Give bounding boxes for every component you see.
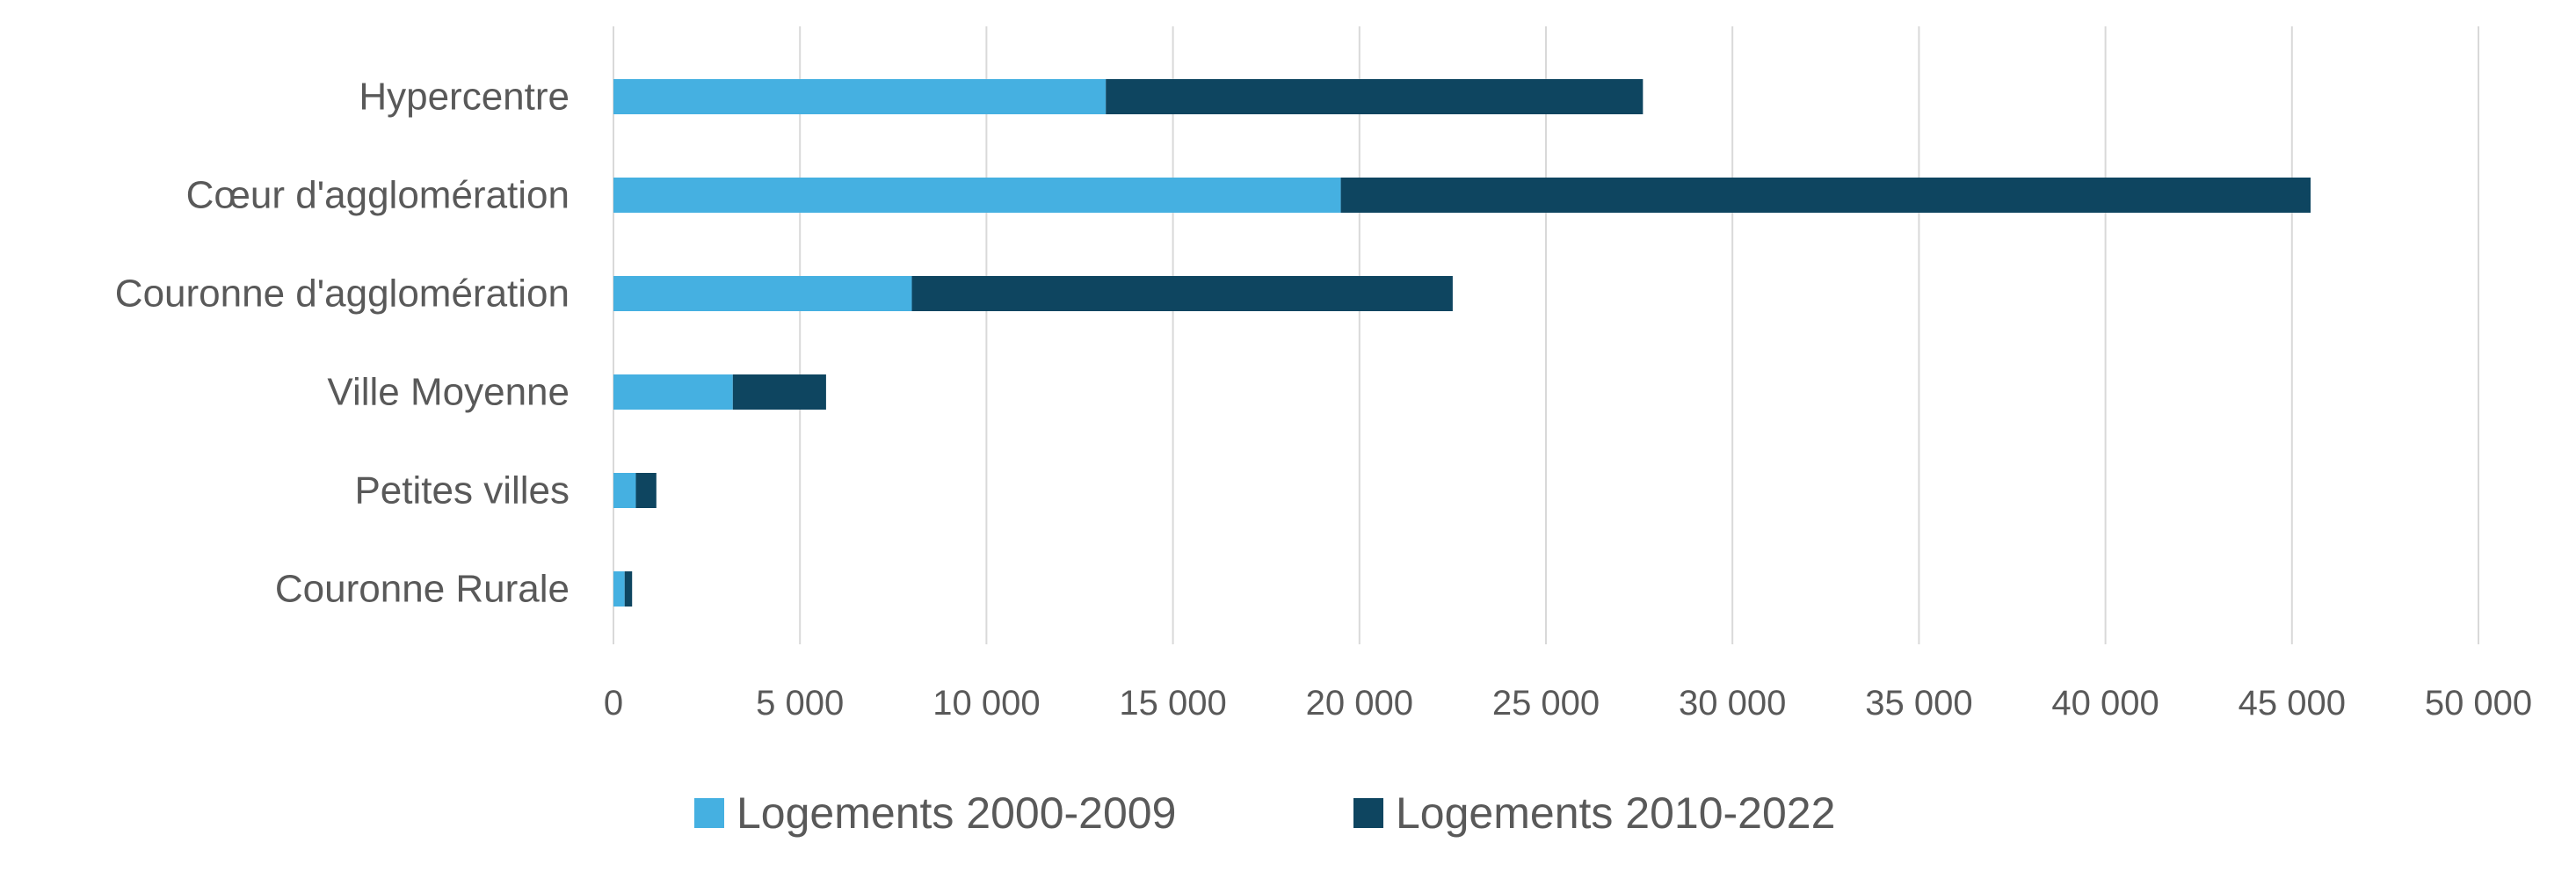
bar-series-1-category-0: [1106, 79, 1644, 114]
bars: [613, 79, 2311, 607]
x-tick-label: 5 000: [756, 684, 844, 723]
x-tick-label: 45 000: [2239, 684, 2346, 723]
bar-series-0-category-1: [613, 178, 1341, 213]
legend: Logements 2000-2009 Logements 2010-2022: [694, 788, 1835, 838]
bar-series-0-category-5: [613, 571, 625, 607]
x-tick-label: 0: [604, 684, 623, 723]
category-labels: Hypercentre Cœur d'agglomération Couronne …: [115, 76, 570, 611]
x-tick-label: 25 000: [1492, 684, 1600, 723]
x-axis-tick-labels: 0 5 000 10 000 15 000 20 000 25 000 30 000 35 0…: [604, 684, 2532, 723]
category-label: Cœur d'agglomération: [186, 174, 570, 217]
x-tick-label: 20 000: [1306, 684, 1413, 723]
gridlines: [613, 26, 2479, 644]
x-tick-label: 30 000: [1679, 684, 1786, 723]
x-tick-label: 50 000: [2425, 684, 2532, 723]
legend-label: Logements 2010-2022: [1396, 788, 1835, 838]
bar-series-1-category-4: [635, 473, 657, 508]
legend-swatch-1: [1353, 798, 1383, 828]
category-label: Couronne d'agglomération: [115, 272, 570, 316]
bar-series-0-category-3: [613, 374, 733, 410]
legend-swatch-0: [694, 798, 724, 828]
legend-label: Logements 2000-2009: [737, 788, 1176, 838]
bar-series-0-category-4: [613, 473, 636, 508]
x-tick-label: 15 000: [1119, 684, 1226, 723]
category-label: Hypercentre: [359, 76, 570, 119]
x-tick-label: 10 000: [932, 684, 1040, 723]
category-label: Ville Moyenne: [327, 371, 570, 414]
bar-series-0-category-0: [613, 79, 1107, 114]
x-tick-label: 35 000: [1865, 684, 1972, 723]
bar-series-1-category-1: [1340, 178, 2311, 213]
bar-series-0-category-2: [613, 276, 912, 311]
x-tick-label: 40 000: [2051, 684, 2159, 723]
bar-series-1-category-2: [911, 276, 1453, 311]
bar-series-1-category-5: [624, 571, 633, 607]
category-label: Petites villes: [354, 469, 570, 512]
category-label: Couronne Rurale: [275, 568, 570, 611]
bar-series-1-category-3: [732, 374, 826, 410]
